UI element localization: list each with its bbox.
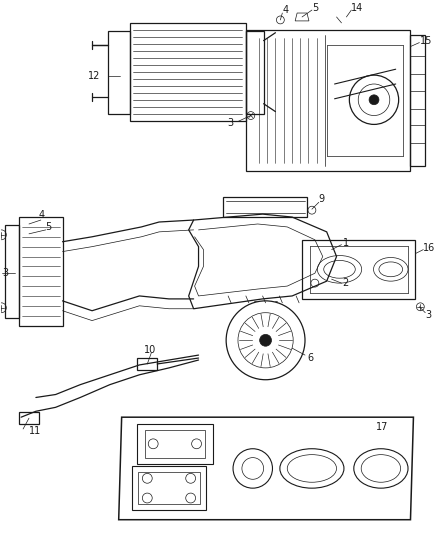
Text: 3: 3 <box>227 118 233 128</box>
Text: 9: 9 <box>319 195 325 204</box>
Circle shape <box>260 334 272 346</box>
Text: 1: 1 <box>343 238 349 248</box>
Text: 15: 15 <box>420 36 433 46</box>
Text: 3: 3 <box>425 310 431 320</box>
Text: 10: 10 <box>145 345 156 355</box>
Text: 11: 11 <box>29 426 41 436</box>
Text: 4: 4 <box>283 5 289 15</box>
Text: 6: 6 <box>307 353 313 363</box>
Text: 12: 12 <box>88 71 100 81</box>
Text: 17: 17 <box>376 422 389 432</box>
Text: 5: 5 <box>45 222 51 232</box>
Text: 5: 5 <box>312 3 318 13</box>
Circle shape <box>369 95 379 104</box>
Text: 14: 14 <box>351 3 364 13</box>
Text: 4: 4 <box>39 210 45 220</box>
Text: 16: 16 <box>423 243 435 253</box>
Text: 3: 3 <box>2 268 8 278</box>
Text: 2: 2 <box>343 278 349 288</box>
